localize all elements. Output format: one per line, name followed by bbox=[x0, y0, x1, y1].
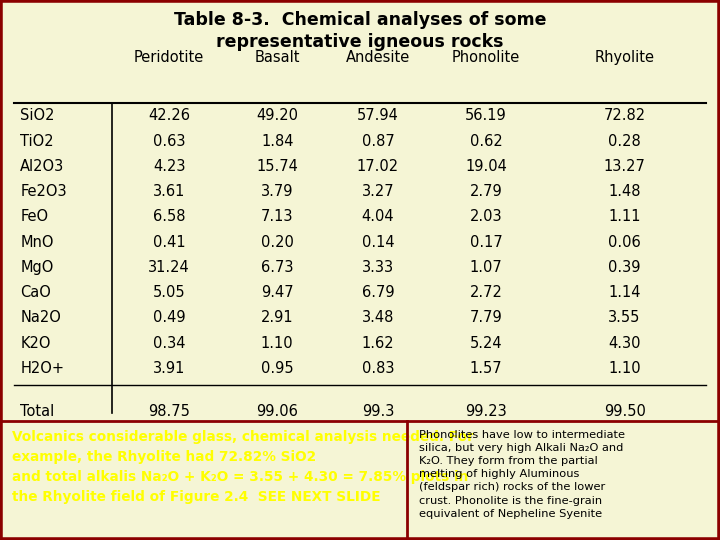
Text: Volcanics considerable glass, chemical analysis needed. For
example, the Rhyolit: Volcanics considerable glass, chemical a… bbox=[12, 429, 474, 504]
Text: CaO: CaO bbox=[20, 285, 51, 300]
Text: 0.39: 0.39 bbox=[608, 260, 641, 275]
Text: 2.79: 2.79 bbox=[469, 184, 503, 199]
Text: Rhyolite: Rhyolite bbox=[595, 50, 654, 65]
Text: 1.11: 1.11 bbox=[608, 210, 641, 224]
Text: 13.27: 13.27 bbox=[603, 159, 646, 174]
Text: 0.41: 0.41 bbox=[153, 234, 186, 249]
Text: 3.48: 3.48 bbox=[362, 310, 394, 326]
Text: 0.95: 0.95 bbox=[261, 361, 294, 376]
Text: Na2O: Na2O bbox=[20, 310, 61, 326]
Text: 99.50: 99.50 bbox=[603, 403, 646, 418]
Text: MnO: MnO bbox=[20, 234, 54, 249]
Text: 6.79: 6.79 bbox=[361, 285, 395, 300]
Text: 9.47: 9.47 bbox=[261, 285, 294, 300]
Text: 72.82: 72.82 bbox=[603, 108, 646, 123]
Text: Fe2O3: Fe2O3 bbox=[20, 184, 67, 199]
Text: Basalt: Basalt bbox=[254, 50, 300, 65]
Text: 3.91: 3.91 bbox=[153, 361, 185, 376]
Text: 6.58: 6.58 bbox=[153, 210, 186, 224]
Text: 31.24: 31.24 bbox=[148, 260, 190, 275]
Text: 7.79: 7.79 bbox=[469, 310, 503, 326]
Text: 99.3: 99.3 bbox=[362, 403, 394, 418]
Text: 0.62: 0.62 bbox=[469, 133, 503, 148]
Text: 0.14: 0.14 bbox=[361, 234, 395, 249]
Text: 2.72: 2.72 bbox=[469, 285, 503, 300]
Text: 19.04: 19.04 bbox=[465, 159, 507, 174]
Text: 0.28: 0.28 bbox=[608, 133, 641, 148]
Text: 0.06: 0.06 bbox=[608, 234, 641, 249]
Text: 99.06: 99.06 bbox=[256, 403, 298, 418]
Text: 4.30: 4.30 bbox=[608, 336, 641, 350]
Text: 17.02: 17.02 bbox=[357, 159, 399, 174]
Text: 4.23: 4.23 bbox=[153, 159, 186, 174]
Text: 3.79: 3.79 bbox=[261, 184, 294, 199]
Text: 6.73: 6.73 bbox=[261, 260, 294, 275]
Text: 1.14: 1.14 bbox=[608, 285, 641, 300]
Text: 0.20: 0.20 bbox=[261, 234, 294, 249]
Text: 1.07: 1.07 bbox=[469, 260, 503, 275]
Text: 15.74: 15.74 bbox=[256, 159, 298, 174]
Text: 98.75: 98.75 bbox=[148, 403, 190, 418]
Text: 0.17: 0.17 bbox=[469, 234, 503, 249]
Text: MgO: MgO bbox=[20, 260, 53, 275]
Text: 3.33: 3.33 bbox=[362, 260, 394, 275]
Text: 0.63: 0.63 bbox=[153, 133, 186, 148]
Text: 1.62: 1.62 bbox=[361, 336, 395, 350]
Text: 5.24: 5.24 bbox=[469, 336, 503, 350]
Text: Total: Total bbox=[20, 403, 55, 418]
Text: Al2O3: Al2O3 bbox=[20, 159, 64, 174]
Text: 1.10: 1.10 bbox=[261, 336, 294, 350]
Text: TiO2: TiO2 bbox=[20, 133, 54, 148]
Text: 56.19: 56.19 bbox=[465, 108, 507, 123]
Text: 3.27: 3.27 bbox=[361, 184, 395, 199]
Text: 0.87: 0.87 bbox=[361, 133, 395, 148]
Text: 3.61: 3.61 bbox=[153, 184, 185, 199]
Text: SiO2: SiO2 bbox=[20, 108, 55, 123]
Text: Phonolites have low to intermediate
silica, but very high Alkali Na₂O and
K₂O. T: Phonolites have low to intermediate sili… bbox=[419, 429, 626, 519]
Text: 2.03: 2.03 bbox=[469, 210, 503, 224]
Text: H2O+: H2O+ bbox=[20, 361, 64, 376]
Text: 0.34: 0.34 bbox=[153, 336, 186, 350]
Text: K2O: K2O bbox=[20, 336, 50, 350]
Text: 42.26: 42.26 bbox=[148, 108, 190, 123]
Text: 1.84: 1.84 bbox=[261, 133, 294, 148]
Text: 99.23: 99.23 bbox=[465, 403, 507, 418]
Text: Table 8-3.  Chemical analyses of some
representative igneous rocks: Table 8-3. Chemical analyses of some rep… bbox=[174, 11, 546, 51]
Text: 57.94: 57.94 bbox=[357, 108, 399, 123]
Text: 5.05: 5.05 bbox=[153, 285, 186, 300]
Text: Andesite: Andesite bbox=[346, 50, 410, 65]
Text: 2.91: 2.91 bbox=[261, 310, 294, 326]
Text: FeO: FeO bbox=[20, 210, 48, 224]
Text: 49.20: 49.20 bbox=[256, 108, 298, 123]
Text: 0.83: 0.83 bbox=[361, 361, 395, 376]
Text: 1.10: 1.10 bbox=[608, 361, 641, 376]
Text: Peridotite: Peridotite bbox=[134, 50, 204, 65]
Text: 3.55: 3.55 bbox=[608, 310, 641, 326]
Text: 0.49: 0.49 bbox=[153, 310, 186, 326]
Text: 1.48: 1.48 bbox=[608, 184, 641, 199]
Text: 4.04: 4.04 bbox=[361, 210, 395, 224]
Text: 1.57: 1.57 bbox=[469, 361, 503, 376]
Text: 7.13: 7.13 bbox=[261, 210, 294, 224]
Text: Phonolite: Phonolite bbox=[452, 50, 520, 65]
